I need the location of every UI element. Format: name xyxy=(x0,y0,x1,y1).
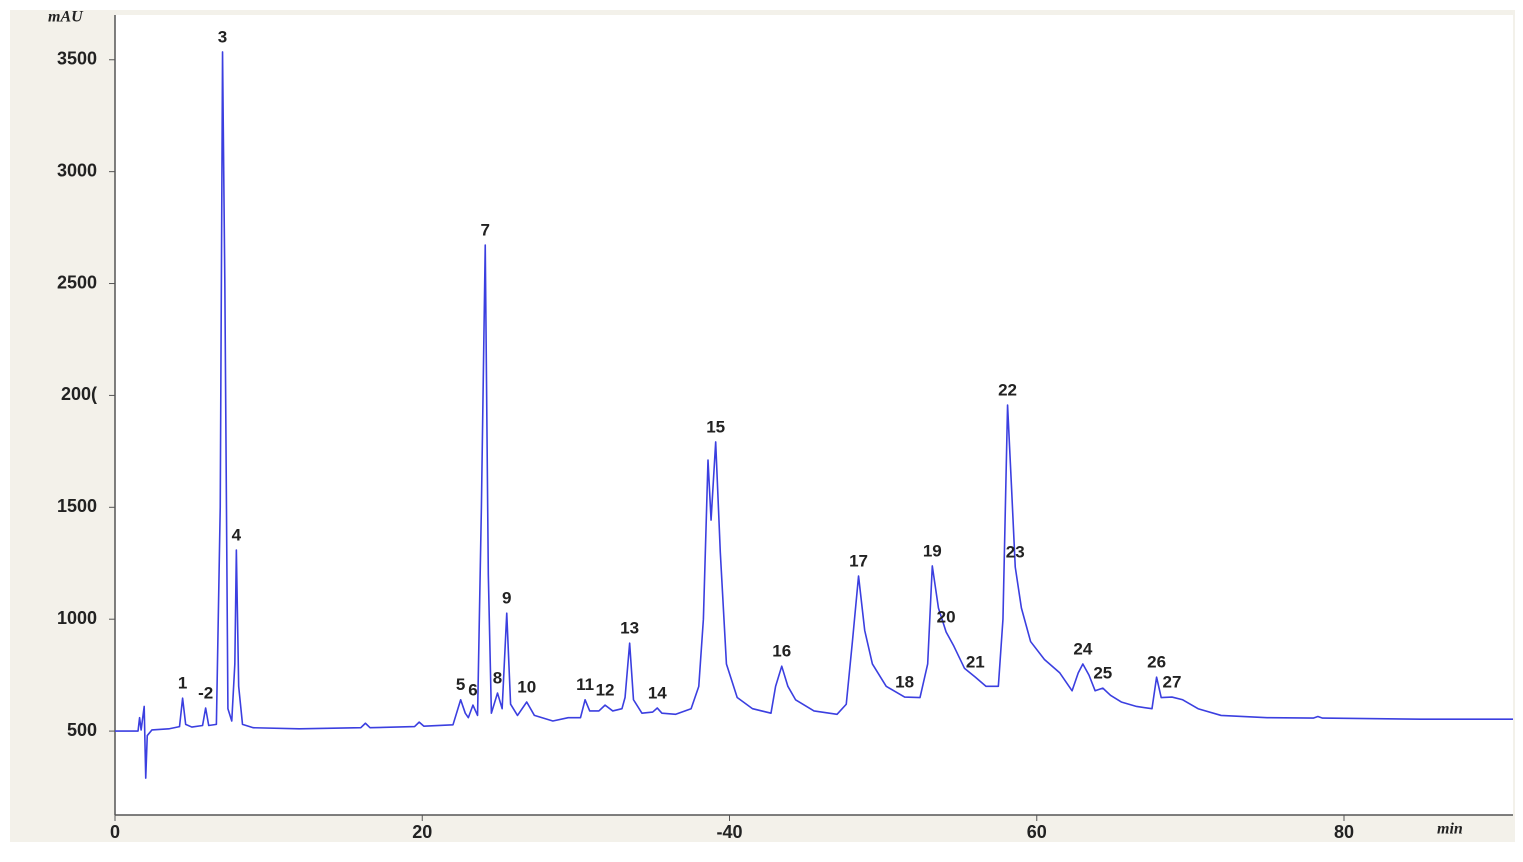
x-tick-label: 60 xyxy=(1027,822,1047,842)
peak-label: 23 xyxy=(1006,543,1025,562)
y-tick-label: 3500 xyxy=(57,49,97,69)
peak-label: 17 xyxy=(849,551,868,570)
peak-label: 7 xyxy=(481,221,490,240)
peak-label: 5 xyxy=(456,675,465,694)
y-tick-label: 200( xyxy=(61,384,97,404)
peak-label: 11 xyxy=(576,675,594,694)
peak-label: 10 xyxy=(517,677,536,696)
x-tick-label: 80 xyxy=(1334,822,1354,842)
x-tick-label: 20 xyxy=(412,822,432,842)
y-axis-label: mAU xyxy=(48,9,84,26)
peak-label: 16 xyxy=(772,642,791,661)
trace xyxy=(115,51,1513,779)
peak-label: 27 xyxy=(1162,673,1181,692)
peak-label: 20 xyxy=(937,607,956,626)
peak-label: 6 xyxy=(468,681,477,700)
peak-label: 15 xyxy=(706,417,725,436)
y-tick-label: 1500 xyxy=(57,496,97,516)
y-tick-label: 500 xyxy=(67,720,97,740)
peak-label: 14 xyxy=(648,684,667,703)
y-tick-label: 3000 xyxy=(57,160,97,180)
peak-label: 12 xyxy=(596,681,615,700)
peak-label: 1 xyxy=(178,674,187,693)
peak-label: 9 xyxy=(502,589,511,608)
peak-label: 26 xyxy=(1147,653,1166,672)
peak-label: 25 xyxy=(1093,664,1112,683)
peak-label: 4 xyxy=(232,526,242,545)
peak-label: 8 xyxy=(493,669,502,688)
y-tick-label: 2500 xyxy=(57,272,97,292)
peak-label: 24 xyxy=(1073,639,1092,658)
peak-label: 21 xyxy=(966,653,985,672)
peak-label: 19 xyxy=(923,541,942,560)
x-tick-label: 0 xyxy=(110,822,120,842)
peak-label: 18 xyxy=(895,673,914,692)
peak-label: -2 xyxy=(198,684,213,703)
peak-label: 13 xyxy=(620,619,639,638)
peak-label: 3 xyxy=(218,27,227,46)
plot-area xyxy=(115,15,1513,815)
x-axis-label: min xyxy=(1437,821,1463,838)
peak-label: 22 xyxy=(998,381,1017,400)
y-tick-label: 1000 xyxy=(57,608,97,628)
x-tick-label: -40 xyxy=(716,822,742,842)
